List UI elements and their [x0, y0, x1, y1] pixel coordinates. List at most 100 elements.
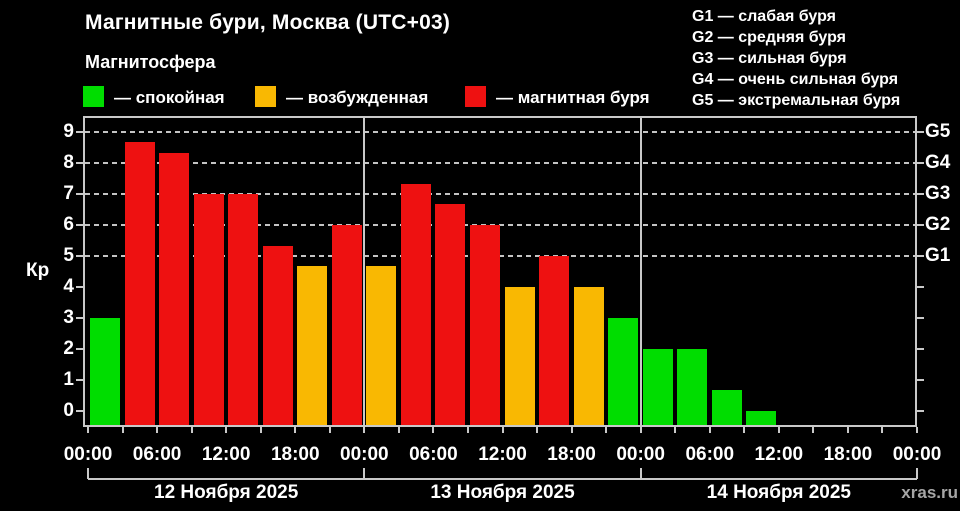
gridline-kp9 — [85, 130, 915, 133]
x-axis-tick — [777, 427, 780, 433]
legend-label-excited: — возбужденная — [286, 88, 429, 107]
kp-bar — [608, 318, 639, 425]
gridline-kp7 — [85, 192, 915, 195]
x-tick-label: 00:00 — [892, 444, 942, 465]
x-tick-label: 12:00 — [201, 444, 251, 465]
right-axis-tick — [917, 379, 924, 382]
g-level-label: G4 — [925, 151, 951, 173]
x-axis-tick — [432, 427, 435, 433]
bracket-tick — [363, 468, 366, 479]
date-label: 12 Ноября 2025 — [154, 482, 299, 503]
legend-label-quiet: — спокойная — [114, 88, 225, 107]
x-axis-tick — [294, 427, 297, 433]
kp-bar — [400, 183, 431, 425]
kp-bar — [573, 287, 604, 425]
x-axis-tick — [328, 427, 331, 433]
legend: — спокойная — возбужденная — магнитная б… — [0, 85, 960, 109]
y-axis-tick — [76, 130, 83, 133]
right-axis-tick — [917, 223, 924, 226]
kp-bar — [193, 193, 224, 425]
x-axis-tick — [846, 427, 849, 433]
x-axis-tick — [536, 427, 539, 433]
x-axis-tick — [674, 427, 677, 433]
right-axis-tick — [917, 130, 924, 133]
page-title: Магнитные бури, Москва (UTC+03) — [85, 11, 451, 34]
y-axis-tick — [76, 286, 83, 288]
kp-bar — [228, 193, 259, 425]
x-axis-tick — [708, 427, 711, 433]
g-level-label: G1 — [925, 244, 951, 266]
y-tick-label: 6 — [63, 213, 74, 235]
x-axis-tick — [466, 427, 469, 433]
g-scale-legend-item-g1: G1 — слабая буря — [692, 8, 837, 25]
right-axis-tick — [917, 410, 924, 413]
x-axis-tick — [156, 427, 159, 433]
gridline-kp8 — [85, 161, 915, 164]
x-axis-tick — [397, 427, 400, 433]
kp-bar — [262, 245, 293, 425]
g-level-label: G5 — [925, 120, 951, 142]
kp-bar — [469, 224, 500, 425]
g-scale-legend: G1 — слабая буря G2 — средняя буря G3 — … — [692, 6, 900, 111]
kp-bar — [504, 287, 535, 425]
bracket-tick — [87, 468, 89, 479]
kp-bar — [124, 142, 155, 425]
x-axis-tick — [743, 427, 746, 433]
x-axis-tick — [87, 427, 89, 433]
excited-color-swatch-icon — [255, 86, 276, 107]
y-tick-label: 2 — [63, 338, 74, 360]
y-tick-label: 9 — [63, 120, 74, 142]
g-scale-legend-item-g3: G3 — сильная буря — [692, 50, 847, 67]
storm-color-swatch-icon — [465, 86, 486, 107]
bracket-tick — [639, 468, 642, 479]
gridline-kp5 — [85, 254, 915, 257]
right-axis-tick — [917, 192, 924, 195]
day-divider — [363, 118, 366, 425]
date-label: 14 Ноября 2025 — [706, 482, 851, 503]
date-bracket — [88, 478, 917, 480]
x-tick-label: 18:00 — [547, 444, 596, 465]
g-scale-legend-item-g5: G5 — экстремальная буря — [692, 92, 901, 109]
kp-bar — [366, 266, 397, 425]
kp-bar — [90, 318, 121, 425]
x-axis-tick — [812, 427, 815, 433]
x-tick-label: 00:00 — [616, 444, 665, 465]
y-tick-label: 7 — [63, 182, 74, 204]
x-tick-label: 18:00 — [823, 444, 873, 465]
y-axis-tick — [76, 379, 83, 382]
kp-bar — [539, 255, 570, 425]
x-tick-label: 06:00 — [409, 444, 458, 465]
y-axis-tick — [76, 254, 83, 257]
x-axis-tick — [363, 427, 366, 433]
kp-bar — [159, 152, 190, 425]
x-axis-tick — [225, 427, 228, 433]
y-tick-label: 0 — [63, 400, 74, 422]
x-tick-label: 06:00 — [685, 444, 735, 465]
date-label: 13 Ноября 2025 — [430, 482, 575, 503]
y-tick-label: 4 — [63, 276, 74, 297]
g-scale-legend-item-g4: G4 — очень сильная буря — [692, 71, 899, 88]
y-tick-label: 3 — [63, 307, 74, 328]
y-axis-tick — [76, 192, 83, 195]
y-axis-tick — [76, 223, 83, 226]
kp-bar — [677, 349, 708, 425]
right-axis-tick — [917, 286, 924, 288]
y-axis-tick — [76, 348, 83, 351]
kp-bar — [711, 390, 742, 425]
y-axis-tick — [76, 161, 83, 164]
x-axis-tick — [190, 427, 193, 433]
gridline-kp6 — [85, 223, 915, 226]
kp-bar — [435, 204, 466, 425]
x-tick-label: 12:00 — [754, 444, 804, 465]
chart-subtitle: Магнитосфера — [85, 52, 216, 72]
x-tick-label: 00:00 — [340, 444, 389, 465]
quiet-color-swatch-icon — [83, 86, 104, 107]
plot-frame — [83, 116, 917, 427]
y-tick-label: 5 — [63, 244, 74, 266]
day-divider — [639, 118, 642, 425]
y-axis-tick — [76, 410, 83, 413]
x-tick-label: 00:00 — [63, 444, 113, 465]
x-axis-tick — [639, 427, 642, 433]
x-axis-tick — [501, 427, 504, 433]
